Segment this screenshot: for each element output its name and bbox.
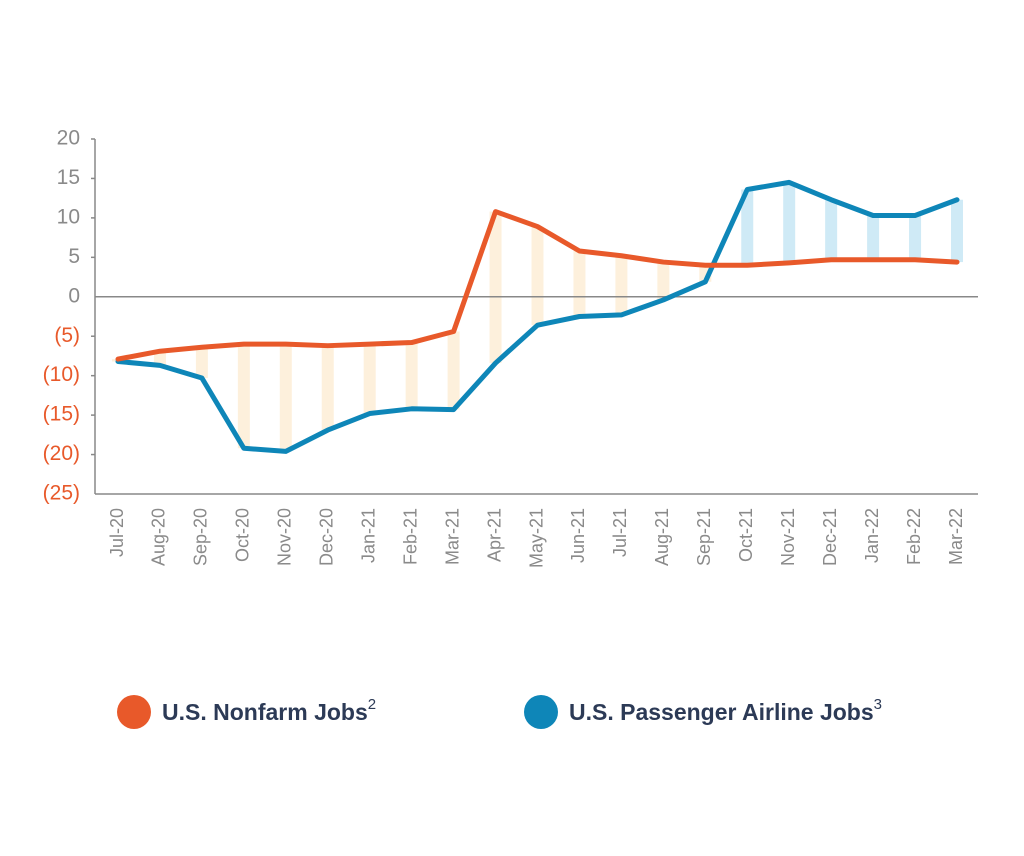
x-tick-label: Dec-20 [317, 508, 337, 566]
legend-name: U.S. Nonfarm Jobs [162, 699, 368, 725]
legend-label: U.S. Passenger Airline Jobs3 [569, 696, 882, 725]
gap-band [657, 262, 670, 300]
gap-band [405, 342, 418, 409]
gap-band [237, 344, 250, 449]
x-tick-label: Dec-21 [820, 508, 840, 566]
legend-marker [524, 695, 558, 729]
gap-band [279, 344, 292, 452]
legend-label: U.S. Nonfarm Jobs2 [162, 696, 376, 725]
x-tick-label: Aug-21 [652, 508, 672, 566]
x-tick-label: Sep-21 [694, 508, 714, 566]
gap-band [447, 331, 460, 410]
x-tick-label: Nov-21 [778, 508, 798, 566]
y-tick-label: 10 [57, 205, 80, 228]
gap-band [867, 215, 880, 260]
legend-footnote: 2 [368, 696, 376, 713]
y-tick-label: (5) [54, 324, 80, 347]
gap-band [195, 347, 208, 379]
y-tick-label: 20 [57, 127, 80, 150]
y-tick-label: 0 [68, 284, 80, 307]
gap-band [741, 189, 754, 266]
x-tick-label: Jul-21 [610, 508, 630, 557]
x-tick-label: Apr-21 [484, 508, 504, 562]
x-tick-label: Sep-20 [191, 508, 211, 566]
x-tick-label: May-21 [526, 508, 546, 568]
x-tick-label: Mar-21 [442, 508, 462, 565]
gap-band [909, 215, 922, 260]
legend-name: U.S. Passenger Airline Jobs [569, 699, 874, 725]
x-tick-label: Feb-21 [400, 508, 420, 565]
x-tick-label: Oct-21 [736, 508, 756, 562]
x-tick-label: Jan-22 [862, 508, 882, 563]
gap-band [825, 199, 838, 260]
legend-footnote: 3 [874, 696, 882, 713]
y-tick-label: (15) [43, 403, 80, 426]
x-tick-label: Jun-21 [568, 508, 588, 563]
x-tick-label: Jul-20 [107, 508, 127, 557]
x-tick-label: Mar-22 [946, 508, 966, 565]
x-tick-label: Feb-22 [904, 508, 924, 565]
gap-band [573, 251, 586, 317]
gap-band [363, 344, 376, 414]
x-tick-label: Aug-20 [149, 508, 169, 566]
gap-band [153, 351, 166, 366]
series-line [115, 209, 960, 362]
gap-band [951, 199, 963, 263]
gap-band [615, 255, 628, 315]
x-tick-label: Nov-20 [275, 508, 295, 566]
x-tick-label: Jan-21 [358, 508, 378, 563]
y-tick-label: 15 [57, 166, 80, 189]
legend-marker [117, 695, 151, 729]
x-tick-label: Oct-20 [233, 508, 253, 562]
gap-band [489, 211, 502, 364]
y-tick-label: 5 [68, 245, 80, 268]
gap-band [531, 226, 544, 326]
gap-band [783, 182, 796, 263]
bands [112, 182, 963, 452]
gap-band [321, 345, 334, 431]
y-tick-label: (20) [43, 442, 80, 465]
y-tick-label: (10) [43, 363, 80, 386]
series-line [115, 179, 960, 454]
y-tick-label: (25) [43, 482, 80, 505]
